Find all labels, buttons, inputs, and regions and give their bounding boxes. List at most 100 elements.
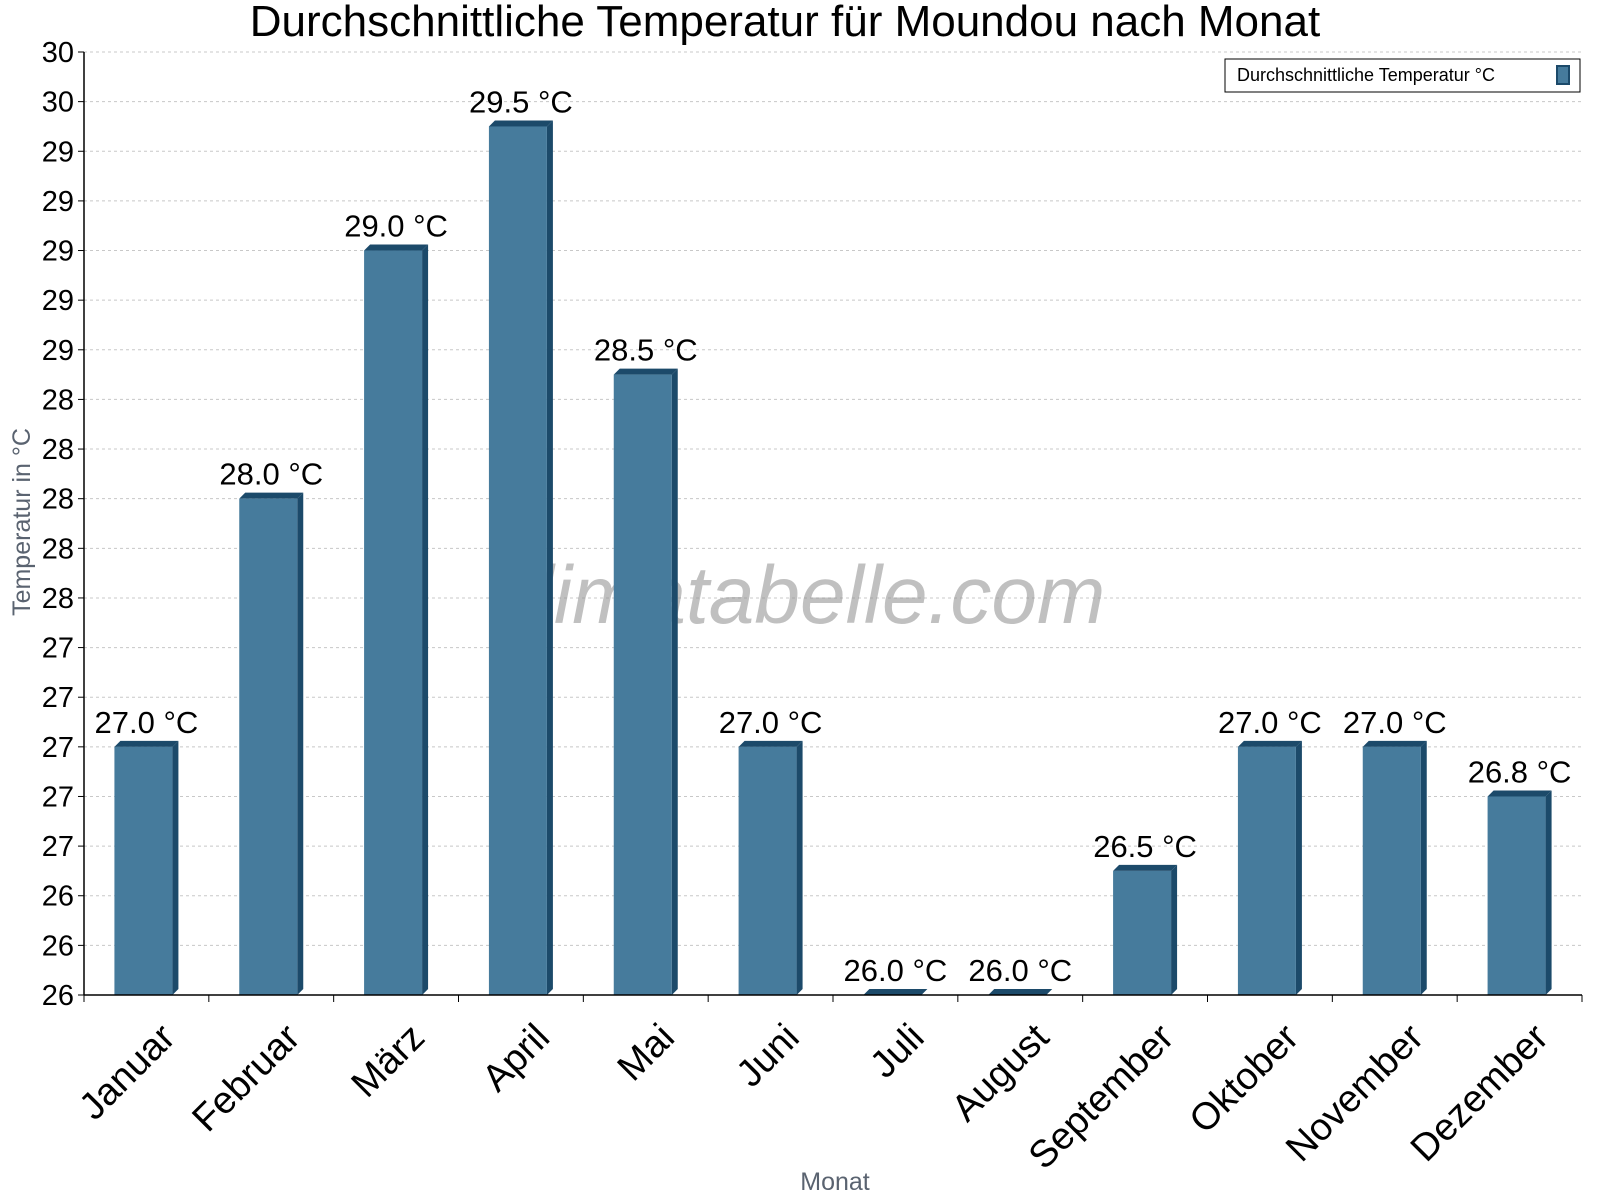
y-tick-label: 30 <box>42 87 74 119</box>
bar-front <box>114 746 173 995</box>
x-tick-label: Juni <box>729 1016 808 1095</box>
x-tick-label: Mai <box>610 1016 683 1089</box>
bars <box>114 120 1552 996</box>
bar-front <box>239 498 298 995</box>
bar-top <box>613 368 678 375</box>
y-tick-label: 27 <box>42 831 74 863</box>
bar-front <box>1237 746 1296 995</box>
bar-top <box>988 989 1053 995</box>
y-tick-label: 29 <box>42 186 74 218</box>
bar-side <box>1171 864 1178 995</box>
y-tick-label: 29 <box>42 335 74 367</box>
bar-februar <box>239 492 304 995</box>
bar-juni <box>738 740 803 995</box>
x-tick-label: Dezember <box>1403 1016 1557 1170</box>
bar-top <box>1237 740 1302 747</box>
bar-november <box>1362 740 1427 995</box>
x-tick-label: April <box>474 1016 557 1099</box>
bar-top <box>239 492 304 499</box>
bar-front <box>738 746 797 995</box>
bar-mai <box>613 368 678 996</box>
bar-oktober <box>1237 740 1302 995</box>
bar-side <box>796 740 803 995</box>
bar-top <box>364 244 429 251</box>
y-tick-label: 27 <box>42 781 74 813</box>
bar-märz <box>364 244 429 996</box>
y-tick-label: 28 <box>42 434 74 466</box>
bar-top <box>863 989 928 995</box>
bar-front <box>364 250 423 996</box>
data-label: 29.5 °C <box>469 84 573 119</box>
y-axis-tick-labels: 26 26 26 27 27 27 27 27 28 28 28 28 28 29 29 29 29 29 30 30 <box>42 37 74 1012</box>
y-tick-label: 27 <box>42 633 74 665</box>
bar-top <box>1362 740 1427 747</box>
y-tick-label: 28 <box>42 384 74 416</box>
data-label: 29.0 °C <box>344 209 448 244</box>
x-tick-label: Juli <box>862 1016 932 1086</box>
x-axis-tick-labels: Januar Februar März April Mai Juni Juli AugustS… <box>72 1016 1557 1177</box>
x-tick-label: August <box>944 1016 1058 1130</box>
y-tick-label: 28 <box>42 583 74 615</box>
bar-top <box>488 120 553 127</box>
data-label: 26.0 °C <box>968 953 1072 988</box>
y-tick-label: 30 <box>42 37 74 69</box>
bar-front <box>1487 796 1546 995</box>
data-label: 27.0 °C <box>1343 705 1447 740</box>
x-axis-title: Monat <box>800 1168 870 1196</box>
x-tick-label: Februar <box>184 1016 308 1140</box>
axes <box>78 51 1583 1002</box>
data-label: 27.0 °C <box>95 705 199 740</box>
bar-side <box>546 120 553 995</box>
chart-title: Durchschnittliche Temperatur für Moundou… <box>250 0 1320 46</box>
watermark-text: klimatabelle.com <box>495 550 1106 641</box>
bar-side <box>1295 740 1302 995</box>
y-tick-label: 29 <box>42 236 74 268</box>
y-tick-label: 28 <box>42 484 74 516</box>
legend-swatch <box>1556 65 1570 85</box>
y-tick-label: 26 <box>42 930 74 962</box>
y-tick-label: 27 <box>42 732 74 764</box>
bar-top <box>114 740 179 747</box>
bar-side <box>1420 740 1427 995</box>
data-label: 28.5 °C <box>594 333 698 368</box>
y-tick-label: 29 <box>42 136 74 168</box>
bar-side <box>422 244 429 996</box>
bar-front <box>488 126 547 995</box>
bar-top <box>738 740 803 747</box>
legend-box <box>1224 58 1581 93</box>
data-label: 27.0 °C <box>1218 705 1322 740</box>
bar-september <box>1113 864 1178 995</box>
data-label: 28.0 °C <box>219 457 323 492</box>
y-tick-label: 26 <box>42 980 74 1012</box>
gridlines <box>84 51 1582 946</box>
data-label: 27.0 °C <box>719 705 823 740</box>
bar-top <box>1113 864 1178 871</box>
x-tick-label: Januar <box>72 1016 184 1128</box>
data-label: 26.8 °C <box>1468 754 1572 789</box>
bar-juli <box>863 989 928 995</box>
bar-front <box>1362 746 1421 995</box>
x-tick-label: März <box>344 1016 433 1105</box>
y-tick-label: 29 <box>42 285 74 317</box>
bar-januar <box>114 740 179 995</box>
bar-front <box>613 374 672 996</box>
y-tick-label: 26 <box>42 881 74 913</box>
y-tick-label: 28 <box>42 533 74 565</box>
bar-side <box>1545 790 1552 995</box>
bar-side <box>671 368 678 996</box>
bar-side <box>297 492 304 995</box>
bar-front <box>1113 870 1172 995</box>
data-label: 26.5 °C <box>1093 829 1197 864</box>
bar-april <box>488 120 553 995</box>
data-label: 26.0 °C <box>844 953 948 988</box>
bar-august <box>988 989 1053 995</box>
legend: Durchschnittliche Temperatur °C <box>1224 58 1581 93</box>
y-axis-title: Temperatur in °C <box>8 428 36 616</box>
bar-top <box>1487 790 1552 797</box>
y-tick-label: 27 <box>42 682 74 714</box>
legend-label: Durchschnittliche Temperatur °C <box>1237 65 1495 85</box>
bar-dezember <box>1487 790 1552 995</box>
bar-side <box>172 740 179 995</box>
x-tick-label: Oktober <box>1182 1016 1308 1142</box>
